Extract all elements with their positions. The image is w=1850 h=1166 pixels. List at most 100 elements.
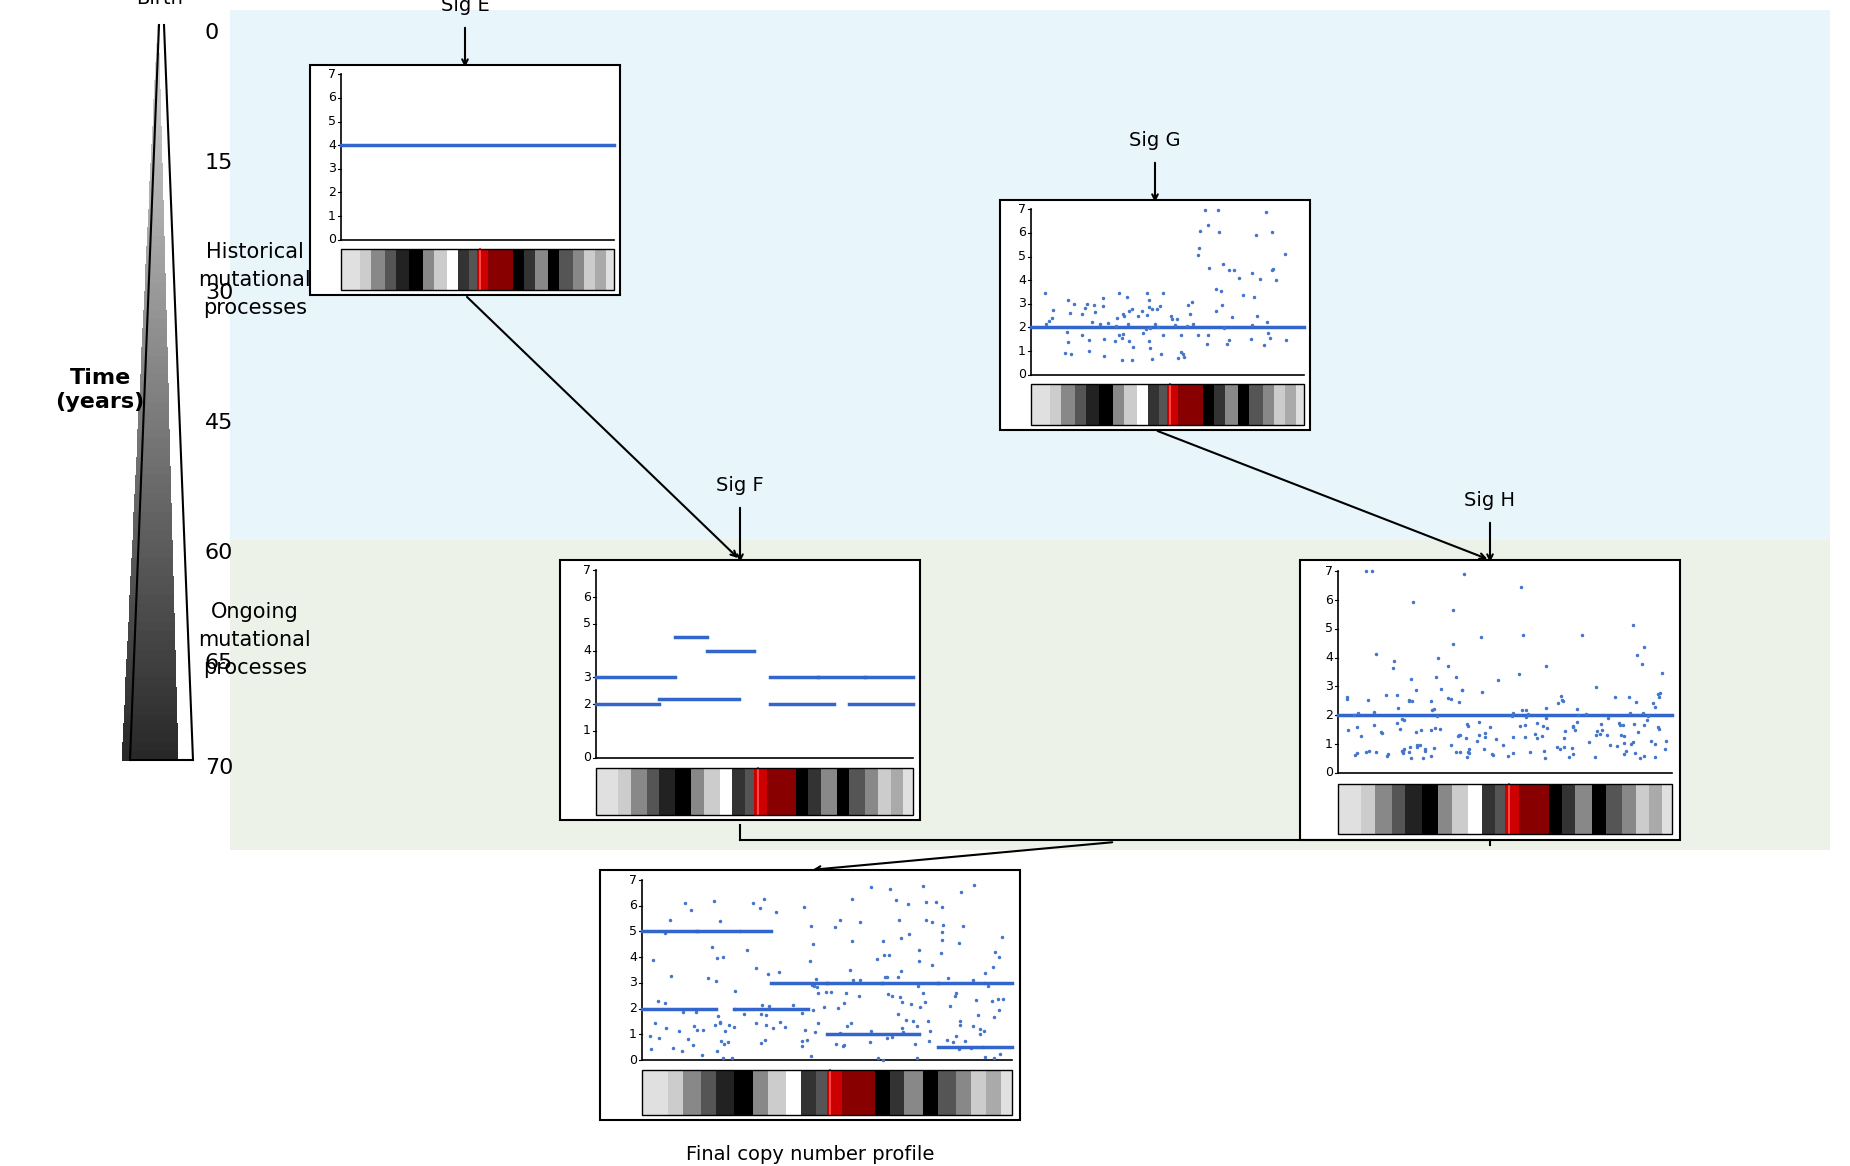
FancyBboxPatch shape: [150, 173, 163, 182]
Bar: [768, 768, 779, 815]
Bar: [768, 1070, 786, 1115]
Text: 4: 4: [583, 644, 590, 658]
Bar: [1123, 384, 1138, 426]
FancyBboxPatch shape: [155, 43, 159, 54]
Bar: [1663, 784, 1672, 835]
FancyBboxPatch shape: [152, 126, 161, 136]
Text: 3: 3: [1325, 680, 1334, 693]
Text: 3: 3: [1018, 297, 1027, 310]
Bar: [594, 250, 605, 290]
Bar: [618, 768, 631, 815]
FancyBboxPatch shape: [122, 742, 178, 752]
Text: 5: 5: [327, 115, 337, 128]
Bar: [524, 250, 535, 290]
Bar: [668, 1070, 683, 1115]
FancyBboxPatch shape: [154, 80, 161, 90]
Bar: [1506, 784, 1519, 835]
Bar: [733, 768, 746, 815]
Bar: [675, 768, 692, 815]
FancyBboxPatch shape: [144, 301, 166, 311]
Bar: [1178, 384, 1190, 426]
Bar: [703, 768, 720, 815]
Bar: [1469, 784, 1482, 835]
FancyBboxPatch shape: [135, 493, 172, 504]
FancyBboxPatch shape: [124, 696, 178, 705]
FancyBboxPatch shape: [141, 356, 168, 366]
Text: 7: 7: [629, 873, 636, 886]
Bar: [938, 1070, 956, 1115]
Text: 1: 1: [1325, 738, 1334, 751]
Text: Sig E: Sig E: [440, 0, 490, 15]
Bar: [1030, 384, 1304, 426]
Bar: [753, 1070, 768, 1115]
Bar: [821, 768, 836, 815]
FancyBboxPatch shape: [148, 209, 165, 219]
Bar: [596, 768, 912, 815]
Bar: [642, 1070, 1012, 1115]
FancyBboxPatch shape: [137, 438, 170, 449]
FancyBboxPatch shape: [142, 337, 166, 347]
Text: 70: 70: [205, 758, 233, 778]
Text: 3: 3: [629, 976, 636, 990]
FancyBboxPatch shape: [148, 218, 165, 229]
Bar: [1532, 784, 1548, 835]
Text: 6: 6: [629, 899, 636, 912]
Bar: [1648, 784, 1663, 835]
Bar: [642, 1070, 1012, 1115]
Bar: [1075, 384, 1086, 426]
Text: 1: 1: [327, 210, 337, 223]
Bar: [1030, 384, 1051, 426]
Bar: [734, 1070, 753, 1115]
Bar: [1030, 384, 1304, 426]
Bar: [879, 768, 890, 815]
Bar: [720, 768, 733, 815]
Bar: [1149, 384, 1160, 426]
FancyBboxPatch shape: [141, 365, 168, 375]
FancyBboxPatch shape: [144, 292, 166, 302]
FancyBboxPatch shape: [126, 668, 176, 679]
Bar: [1301, 560, 1680, 840]
Text: Historical
mutational
processes: Historical mutational processes: [198, 243, 311, 318]
Bar: [692, 768, 703, 815]
Text: Sig G: Sig G: [1128, 131, 1180, 150]
FancyBboxPatch shape: [146, 264, 165, 274]
FancyBboxPatch shape: [142, 310, 166, 319]
Bar: [683, 1070, 701, 1115]
Bar: [1495, 784, 1506, 835]
Text: 4: 4: [1018, 274, 1027, 287]
Bar: [361, 250, 372, 290]
Bar: [1264, 384, 1275, 426]
Bar: [1284, 384, 1295, 426]
Bar: [599, 870, 1019, 1121]
FancyBboxPatch shape: [141, 374, 168, 385]
FancyBboxPatch shape: [126, 659, 176, 669]
FancyBboxPatch shape: [135, 466, 170, 476]
Bar: [585, 250, 594, 290]
Bar: [500, 250, 512, 290]
Text: 60: 60: [205, 543, 233, 563]
Text: 5: 5: [1018, 250, 1027, 264]
Bar: [1249, 384, 1264, 426]
Bar: [866, 768, 879, 815]
Bar: [372, 250, 385, 290]
Bar: [1519, 784, 1532, 835]
Text: 2: 2: [327, 187, 337, 199]
Bar: [512, 250, 524, 290]
Bar: [1635, 784, 1648, 835]
Bar: [409, 250, 424, 290]
Text: 0: 0: [1018, 368, 1027, 381]
Bar: [385, 250, 396, 290]
Bar: [1362, 784, 1375, 835]
Text: Birth: Birth: [137, 0, 183, 8]
Bar: [801, 1070, 816, 1115]
Text: 15: 15: [205, 153, 233, 173]
FancyBboxPatch shape: [124, 723, 178, 733]
Bar: [1482, 784, 1495, 835]
FancyBboxPatch shape: [131, 549, 172, 559]
FancyBboxPatch shape: [229, 540, 1830, 850]
Text: Sig H: Sig H: [1465, 491, 1515, 510]
Text: 45: 45: [205, 413, 233, 433]
Text: 0: 0: [327, 233, 337, 246]
FancyBboxPatch shape: [155, 71, 161, 82]
Bar: [1421, 784, 1437, 835]
